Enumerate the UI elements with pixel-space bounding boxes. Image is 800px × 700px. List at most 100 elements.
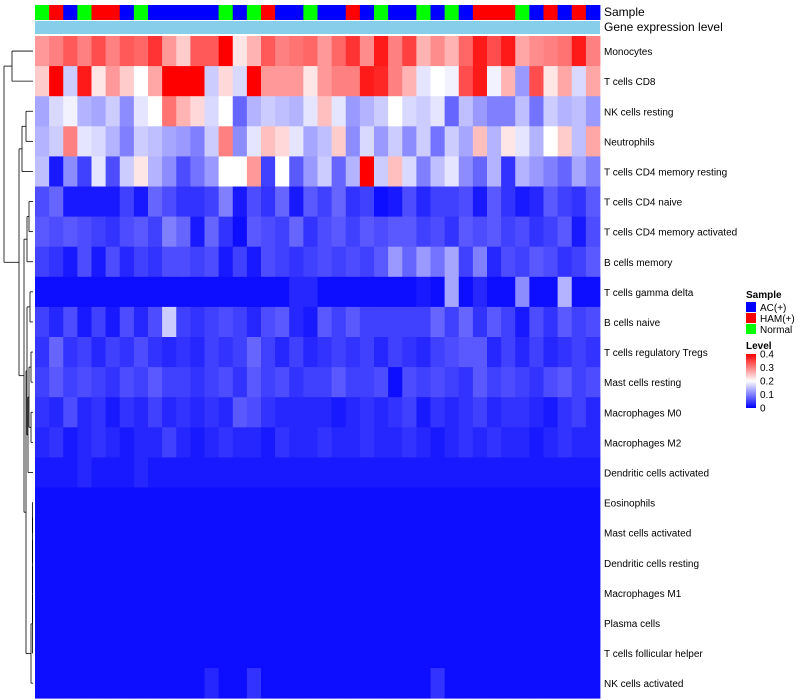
heatmap-cell <box>261 638 276 669</box>
heatmap-cell <box>162 427 177 458</box>
heatmap-cell <box>402 547 417 579</box>
heatmap-cell <box>91 156 107 187</box>
heatmap-cell <box>515 577 530 609</box>
heatmap-cell <box>402 577 417 609</box>
heatmap-cell <box>585 547 601 579</box>
heatmap-cell <box>133 66 149 97</box>
heatmap-cell <box>529 577 544 609</box>
heatmap-cell <box>317 638 333 669</box>
heatmap-cell <box>331 367 347 398</box>
heatmap-cell <box>246 668 262 699</box>
heatmap-cell <box>133 156 149 187</box>
legend-level-title: Level <box>746 341 772 352</box>
heatmap-cell <box>218 96 234 127</box>
heatmap-cell <box>148 306 163 338</box>
heatmap-cell <box>543 517 559 549</box>
heatmap-cell <box>204 216 220 248</box>
heatmap-cell <box>557 156 573 187</box>
heatmap-cell <box>35 246 50 278</box>
heatmap-cell <box>77 427 92 458</box>
heatmap-cell <box>162 66 177 97</box>
heatmap-cell <box>77 577 92 609</box>
heatmap-cell <box>388 547 403 579</box>
heatmap-cell <box>472 638 488 669</box>
heatmap-cell <box>176 126 191 157</box>
heatmap-cell <box>218 577 234 609</box>
heatmap-cell <box>585 126 601 157</box>
heatmap-cell <box>105 36 121 67</box>
heatmap-cell <box>232 577 248 609</box>
heatmap-cell <box>529 246 544 278</box>
heatmap-cell <box>49 577 64 609</box>
heatmap-cell <box>275 638 290 669</box>
heatmap-cell <box>133 186 149 217</box>
heatmap-cell <box>77 487 92 518</box>
heatmap-cell <box>557 36 573 67</box>
heatmap-cell <box>402 397 417 428</box>
sample-annotation-cell <box>49 5 64 20</box>
heatmap-cell <box>402 607 417 639</box>
legend-level-tick: 0.1 <box>760 390 774 401</box>
heatmap-cell <box>162 457 177 488</box>
heatmap-cell <box>77 66 92 97</box>
heatmap-cell <box>402 337 417 368</box>
heatmap-cell <box>119 668 135 699</box>
sample-annotation-cell <box>571 5 587 20</box>
legend-swatch <box>746 313 756 323</box>
heatmap-cell <box>176 367 191 398</box>
heatmap-cell <box>148 216 163 248</box>
heatmap-cell <box>317 36 333 67</box>
heatmap-cell <box>458 306 474 338</box>
heatmap-cell <box>585 517 601 549</box>
heatmap-cell <box>246 276 262 308</box>
heatmap-cell <box>487 156 502 187</box>
heatmap-cell <box>49 96 64 127</box>
sample-annotation-cell <box>402 5 417 20</box>
heatmap-cell <box>388 517 403 549</box>
heatmap-cell <box>63 457 78 488</box>
heatmap-cell <box>49 668 64 699</box>
heatmap-cell <box>444 517 460 549</box>
heatmap-cell <box>63 126 78 157</box>
heatmap-cell <box>317 367 333 398</box>
heatmap-cell <box>204 457 220 488</box>
heatmap-cell <box>543 397 559 428</box>
heatmap-cell <box>204 607 220 639</box>
heatmap-cell <box>289 367 304 398</box>
heatmap-cell <box>232 457 248 488</box>
heatmap-cell <box>275 156 290 187</box>
heatmap-cell <box>543 638 559 669</box>
heatmap-cell <box>261 246 276 278</box>
heatmap-cell <box>133 517 149 549</box>
heatmap-cell <box>571 306 587 338</box>
heatmap-cell <box>571 96 587 127</box>
heatmap-cell <box>585 96 601 127</box>
heatmap-cell <box>261 668 276 699</box>
heatmap-cell <box>303 66 318 97</box>
heatmap-cell <box>345 126 361 157</box>
heatmap-cell <box>162 186 177 217</box>
heatmap-cell <box>543 577 559 609</box>
heatmap-cell <box>359 66 375 97</box>
heatmap-cell <box>176 487 191 518</box>
heatmap-cell <box>359 547 375 579</box>
heatmap-cell <box>105 66 121 97</box>
heatmap-cell <box>585 276 601 308</box>
heatmap-cell <box>232 66 248 97</box>
heatmap-cell <box>571 638 587 669</box>
heatmap-cell <box>571 487 587 518</box>
heatmap-cell <box>246 246 262 278</box>
heatmap-cell <box>162 607 177 639</box>
heatmap-cell <box>35 306 50 338</box>
heatmap-cell <box>218 547 234 579</box>
heatmap-cell <box>557 427 573 458</box>
heatmap-cell <box>529 126 544 157</box>
heatmap-cell <box>246 306 262 338</box>
heatmap-cell <box>458 638 474 669</box>
heatmap-cell <box>162 126 177 157</box>
heatmap-cell <box>275 668 290 699</box>
heatmap-cell <box>585 638 601 669</box>
legend-level-tick: 0.3 <box>760 363 774 374</box>
heatmap-cell <box>585 246 601 278</box>
heatmap-cell <box>204 577 220 609</box>
